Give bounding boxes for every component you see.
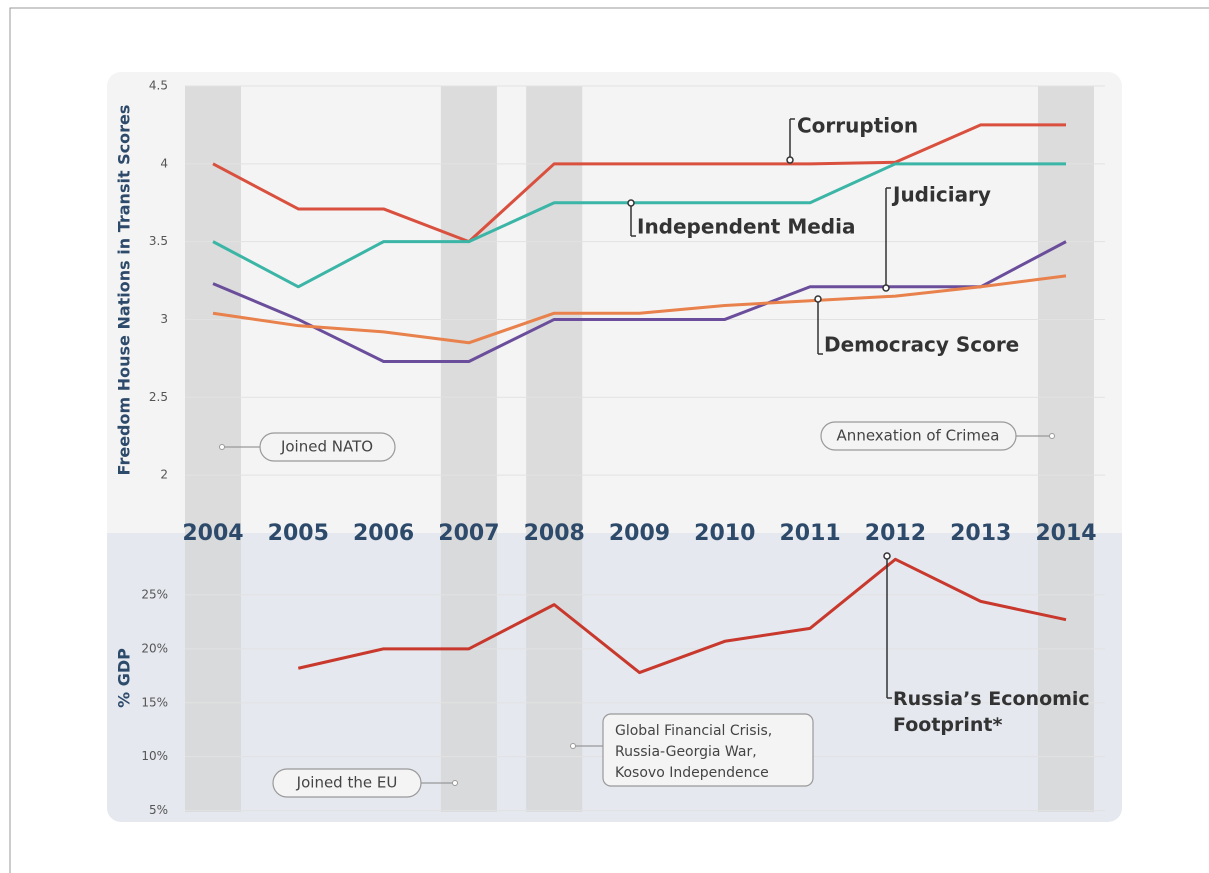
annotation: Russia-Georgia War, xyxy=(615,744,757,760)
y-tick-label: 5% xyxy=(149,803,168,817)
series-line xyxy=(212,240,1067,363)
leader-dot xyxy=(219,444,225,450)
x-tick-label: 2007 xyxy=(438,521,499,546)
x-tick-label: 2010 xyxy=(694,521,755,546)
y-tick-label: 3 xyxy=(160,312,168,326)
x-tick-label: 2008 xyxy=(524,521,585,546)
y-tick-label: 2 xyxy=(160,468,168,482)
x-tick-label: 2012 xyxy=(865,521,926,546)
highlight-band xyxy=(440,86,497,812)
y-tick-label: 25% xyxy=(141,587,168,601)
y-tick-label: 3.5 xyxy=(149,234,168,248)
annotation: Kosovo Independence xyxy=(615,765,769,781)
series-label: Russia’s Economic Footprint* xyxy=(893,688,1090,736)
y-tick-label: 10% xyxy=(141,749,168,763)
annotation-box xyxy=(602,713,814,787)
x-tick-label: 2014 xyxy=(1035,521,1096,546)
annotation-box xyxy=(259,432,396,462)
series-label: Judiciary xyxy=(891,183,991,207)
x-tick-label: 2005 xyxy=(268,521,329,546)
annotation: Global Financial Crisis, xyxy=(615,723,772,739)
callout-dot xyxy=(883,552,891,560)
callout-dot xyxy=(882,284,890,292)
leader-dot xyxy=(452,780,458,786)
y-axis-title: % GDP xyxy=(115,648,134,708)
y-tick-label: 4.5 xyxy=(149,79,168,93)
x-tick-label: 2009 xyxy=(609,521,670,546)
series-label: Independent Media xyxy=(637,215,855,239)
y-tick-label: 15% xyxy=(141,695,168,709)
x-tick-label: 2006 xyxy=(353,521,414,546)
series-line xyxy=(212,123,1066,244)
y-tick-label: 4 xyxy=(160,156,168,170)
series-line xyxy=(212,274,1067,345)
annotation: Annexation of Crimea xyxy=(837,427,1000,445)
frame xyxy=(9,7,1209,873)
callout-dot xyxy=(814,295,822,303)
highlight-band xyxy=(526,86,583,812)
callout-dot xyxy=(786,156,794,164)
x-tick-label: 2011 xyxy=(779,521,840,546)
annotation-box xyxy=(272,768,422,798)
leader-dot xyxy=(570,743,576,749)
x-tick-label: 2013 xyxy=(950,521,1011,546)
highlight-band xyxy=(1038,86,1094,812)
callout-dot xyxy=(627,199,635,207)
series-label: Democracy Score xyxy=(824,333,1019,357)
y-tick-label: 2.5 xyxy=(149,390,168,404)
annotation: Joined NATO xyxy=(280,438,373,456)
series-line xyxy=(297,557,1067,675)
leader-dot xyxy=(1049,433,1055,439)
annotation-box xyxy=(820,421,1017,451)
highlight-band xyxy=(185,86,241,812)
series-line xyxy=(212,162,1066,289)
series-label: Corruption xyxy=(797,114,918,138)
annotation: Joined the EU xyxy=(296,774,398,792)
y-axis-title: Freedom House Nations in Transit Scores xyxy=(115,105,134,476)
x-tick-label: 2004 xyxy=(182,521,243,546)
y-tick-label: 20% xyxy=(141,641,168,655)
